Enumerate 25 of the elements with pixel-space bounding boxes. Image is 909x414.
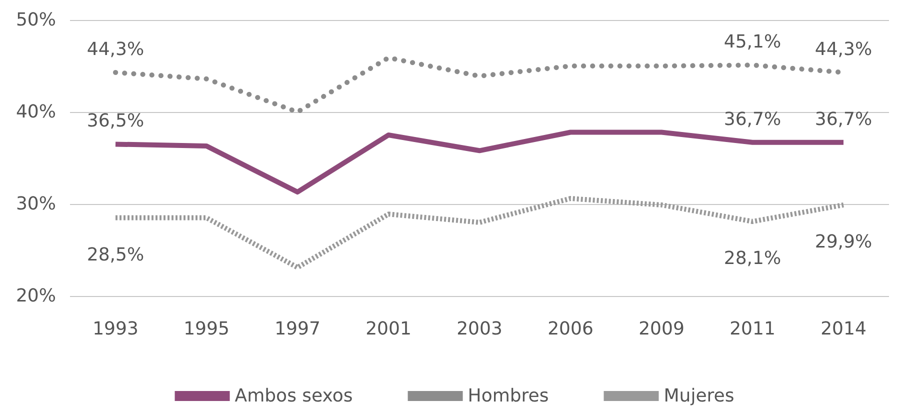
x-tick-label: 1995: [184, 318, 230, 340]
x-tick-label: 2003: [456, 318, 502, 340]
x-tick-label: 1997: [274, 318, 320, 340]
legend-label: Hombres: [468, 386, 549, 406]
x-tick-label: 2011: [730, 318, 776, 340]
legend-label: Ambos sexos: [234, 386, 353, 406]
x-tick-label: 2001: [366, 318, 412, 340]
x-tick-label: 2009: [638, 318, 684, 340]
legend-label: Mujeres: [664, 386, 734, 406]
data-label: 28,5%: [86, 244, 144, 266]
x-tick-label: 2006: [548, 318, 594, 340]
data-label: 44,3%: [86, 38, 144, 60]
data-label: 45,1%: [724, 32, 782, 53]
data-label: 29,9%: [814, 231, 872, 252]
y-tick-label: 30%: [16, 194, 56, 214]
data-label: 36,7%: [814, 108, 872, 130]
y-tick-label: 40%: [16, 102, 56, 122]
data-label: 28,1%: [724, 248, 782, 269]
data-label: 44,3%: [814, 38, 872, 60]
x-tick-label: 2014: [820, 318, 866, 340]
x-tick-label: 1993: [92, 318, 138, 340]
data-label: 36,5%: [86, 110, 144, 132]
y-tick-label: 20%: [16, 286, 56, 306]
data-label: 36,7%: [724, 108, 782, 130]
y-tick-label: 50%: [16, 10, 56, 30]
